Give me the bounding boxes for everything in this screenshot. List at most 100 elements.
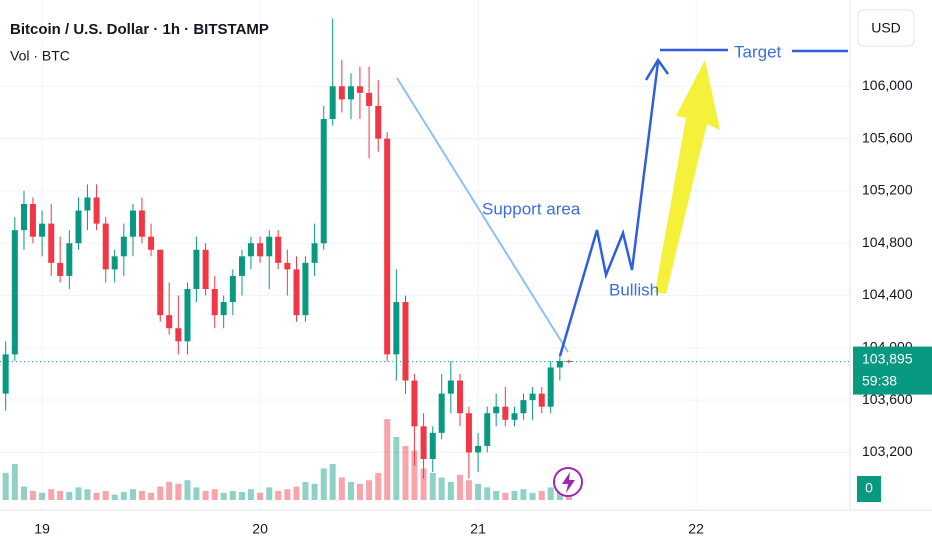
candle-body [266,236,273,257]
chart-title: Bitcoin / U.S. Dollar · 1h · BITSTAMP [10,21,269,38]
y-tick-label: 106,000 [862,77,913,93]
y-tick-label: 103,600 [862,391,913,407]
volume-bar [102,491,109,500]
candle-body [66,243,73,276]
volume-bar [465,480,472,500]
candle-body [484,413,491,446]
countdown: 59:38 [862,372,897,388]
candle-body [529,393,536,401]
candle-body [347,86,354,100]
arrow-head [644,57,670,81]
candle-body [393,302,400,355]
volume-bar [547,487,554,500]
volume-bar [193,487,200,500]
candle-body [238,256,245,276]
target-label: Target [734,42,782,61]
volume-bar [484,487,491,500]
flash-bolt [562,472,575,493]
candle-body [429,432,436,459]
volume-bar [138,491,145,500]
candles [0,18,850,479]
y-tick-label: 105,200 [862,182,913,198]
candle-body [447,380,454,394]
candle-body [93,197,100,224]
candle-body [456,380,463,414]
volume-bar [238,491,245,500]
volume-bar [338,477,345,500]
candle-body [111,256,118,270]
volume-bar [375,473,382,500]
candle-body [375,105,382,139]
volume-bar [538,491,545,500]
candle-body [511,413,518,420]
volume-bar [456,474,463,500]
volume-bar [175,483,182,500]
volume-bar [402,446,409,500]
volume-bar [520,489,527,500]
volume-bar [384,419,391,500]
volume-bar [347,482,354,500]
support-label: Support area [482,199,581,218]
candle-body [202,249,209,289]
volume-label-box [857,476,881,502]
candle-body [120,236,127,257]
volume-bar [320,468,327,500]
y-tick-label: 104,800 [862,234,913,250]
candle-body [438,393,445,433]
volume-bar [247,489,254,500]
volume-bar [220,492,227,500]
volume-bar [438,477,445,500]
currency: USD [871,20,901,36]
candle-body [148,236,155,250]
volume-bar [157,486,164,500]
yellow-arrow [655,60,720,294]
volume-bar [475,483,482,500]
candle-body [257,243,264,257]
volume-bar [366,480,373,500]
candle-body [502,406,509,420]
candle-body [384,138,391,355]
volume-bar [111,494,118,500]
volume-bar [84,489,91,500]
candle-body [411,380,418,427]
candle-body [402,302,409,381]
candle-body [311,243,318,263]
volume-bar [120,491,127,500]
candle-body [11,230,18,355]
volume-bar [93,492,100,500]
volume-bar [211,489,218,500]
candle-body [493,406,500,414]
x-tick-label: 22 [688,521,704,537]
volume-bar [48,489,55,500]
volume-bar [184,480,191,500]
volume-bar [2,473,9,500]
volume-bar [57,491,64,500]
candle-body [48,223,55,263]
volume-bar [75,487,82,500]
y-tick-label: 104,400 [862,286,913,302]
candle-body [184,289,191,342]
candle-body [366,92,373,106]
currency-box[interactable] [857,9,915,47]
candle-body [220,302,227,316]
y-tick-label: 105,600 [862,129,913,145]
price-label-box [853,346,932,395]
volume-tick-label: 0 [865,480,873,496]
x-tick-label: 19 [34,521,50,537]
candle-body [284,262,291,270]
candle-body [556,360,563,368]
bullish-path [558,61,660,357]
candle-body [247,243,254,257]
volume-bar [502,492,509,500]
volume-bar [356,483,363,500]
support-line [396,77,569,353]
volume-bar [429,473,436,500]
volume-bar [66,491,73,500]
candle-body [420,426,427,459]
volume-bar [302,482,309,500]
volume-title: Vol · BTC [10,48,70,64]
candle-body [538,393,545,407]
candle-body [39,223,46,237]
volume-bar [293,486,300,500]
volume-bar [129,489,136,500]
